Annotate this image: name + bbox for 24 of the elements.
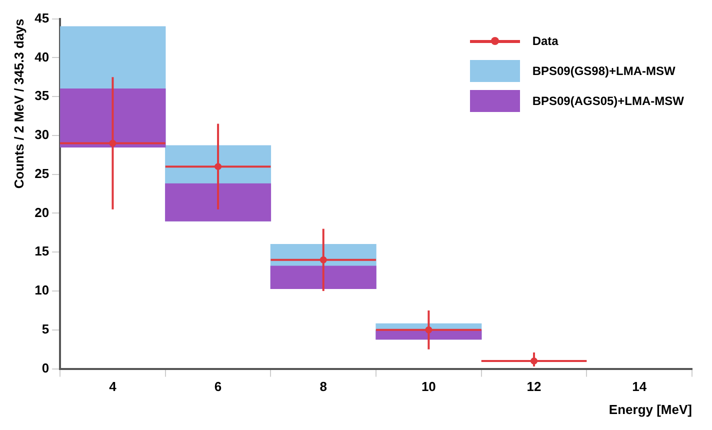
y-tick-label: 0 [42, 360, 50, 376]
y-tick-label: 30 [34, 127, 50, 142]
x-tick-label: 10 [421, 379, 436, 394]
y-tick-label: 20 [34, 204, 50, 220]
y-tick-label: 10 [34, 282, 50, 298]
y-tick-label: 40 [34, 49, 50, 64]
bar [60, 88, 166, 148]
y-tick-label: 5 [42, 321, 50, 336]
y-axis-title: Counts / 2 MeV / 345.3 days [11, 18, 26, 189]
legend-label: Data [532, 34, 558, 48]
x-tick-label: 6 [214, 379, 222, 394]
y-tick-label: 25 [34, 166, 50, 181]
legend-label: BPS09(AGS05)+LMA-MSW [532, 94, 684, 108]
legend-label: BPS09(GS98)+LMA-MSW [532, 64, 676, 78]
bar [165, 183, 272, 222]
x-tick-label: 12 [526, 379, 542, 394]
y-tick-label: 15 [34, 244, 50, 259]
y-tick-label: 45 [34, 10, 50, 26]
x-tick-label: 8 [320, 379, 327, 394]
y-tick-label: 35 [34, 88, 50, 104]
bar [270, 266, 376, 290]
x-tick-label: 4 [109, 379, 118, 394]
x-axis-title: Energy [MeV] [608, 402, 692, 417]
x-tick-label: 14 [632, 379, 648, 394]
